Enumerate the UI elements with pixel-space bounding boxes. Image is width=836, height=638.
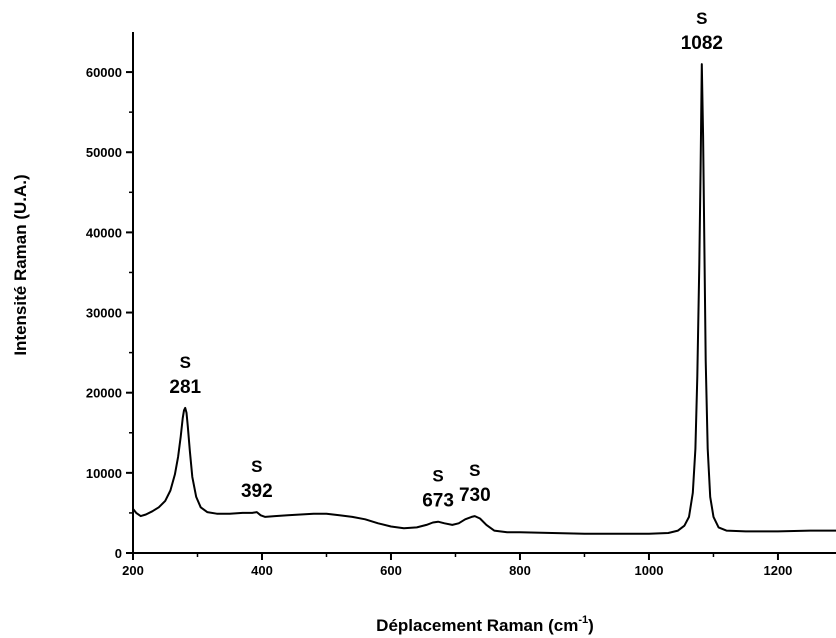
x-axis-title: Déplacement Raman (cm-1) <box>376 614 594 635</box>
y-tick-label: 50000 <box>86 145 122 160</box>
peak-value: 1082 <box>681 33 723 54</box>
peak-letter: S <box>696 9 707 28</box>
peak-annotations: S 281 S 392 S 673 S 730 S 1082 <box>169 9 723 512</box>
x-tick-label: 1200 <box>763 563 792 578</box>
x-tick-label: 600 <box>380 563 402 578</box>
y-tick-label: 40000 <box>86 225 122 240</box>
x-tick-label: 1000 <box>635 563 664 578</box>
peak-annotation: S 730 <box>459 461 491 506</box>
peak-letter: S <box>180 353 191 372</box>
y-tick-label: 30000 <box>86 306 122 321</box>
y-axis: 0 10000 20000 30000 40000 50000 60000 <box>86 32 134 561</box>
peak-annotation: S 392 <box>241 457 273 502</box>
y-tick-label: 0 <box>115 546 122 561</box>
peak-annotation: S 673 <box>422 467 454 512</box>
y-tick-label: 10000 <box>86 466 122 481</box>
peak-value: 281 <box>169 377 201 398</box>
peak-value: 392 <box>241 481 273 502</box>
x-axis: 200 400 600 800 1000 1200 <box>122 552 836 578</box>
peak-letter: S <box>251 457 262 476</box>
x-tick-label: 200 <box>122 563 144 578</box>
peak-annotation: S 1082 <box>681 9 723 54</box>
y-axis-title: Intensité Raman (U.A.) <box>11 174 30 355</box>
x-axis-title-superscript: -1 <box>578 614 588 626</box>
x-axis-title-text: Déplacement Raman (cm <box>376 616 578 635</box>
peak-letter: S <box>432 467 443 486</box>
spectrum-line <box>132 63 836 535</box>
peak-letter: S <box>469 461 480 480</box>
peak-value: 730 <box>459 485 491 506</box>
peak-annotation: S 281 <box>169 353 201 398</box>
x-tick-label: 400 <box>251 563 273 578</box>
y-tick-label: 20000 <box>86 386 122 401</box>
peak-value: 673 <box>422 491 454 512</box>
x-axis-title-close: ) <box>588 616 594 635</box>
x-tick-label: 800 <box>509 563 531 578</box>
y-tick-label: 60000 <box>86 65 122 80</box>
